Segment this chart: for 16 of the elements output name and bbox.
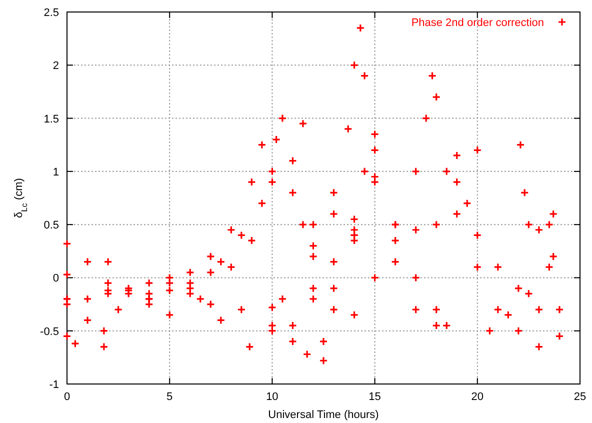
x-tick-label: 10: [266, 391, 278, 403]
x-tick-label: 15: [368, 391, 381, 403]
y-tick-label: 1.5: [44, 113, 59, 126]
y-tick-label: 1: [52, 166, 59, 178]
x-tick-label: 25: [574, 391, 586, 403]
y-tick-label: 0.5: [44, 220, 59, 232]
y-tick-label: -0.5: [40, 326, 59, 338]
y-tick-label: 0: [52, 272, 59, 285]
y-tick-label: -1: [49, 379, 59, 391]
x-tick-label: 20: [471, 391, 484, 403]
x-tick-label: 0: [64, 391, 70, 403]
y-tick-label: 2.5: [44, 7, 59, 19]
x-axis-title: Universal Time (hours): [268, 409, 379, 421]
x-tick-label: 5: [166, 391, 173, 403]
y-tick-label: 2: [52, 60, 59, 72]
legend-label: Phase 2nd order correction: [411, 17, 544, 29]
